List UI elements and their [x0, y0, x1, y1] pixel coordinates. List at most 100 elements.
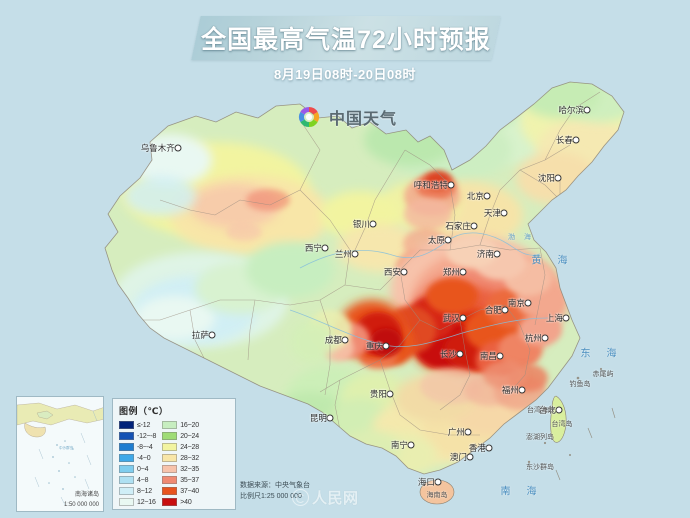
legend-row: 16~20 — [162, 420, 199, 430]
legend-swatch — [119, 487, 134, 495]
forecast-period-subtitle: 8月19日08时-20日08时 — [274, 67, 416, 82]
legend-title: 图例（℃） — [119, 406, 169, 416]
city-marker-dot — [562, 314, 570, 322]
city-marker-dot — [369, 220, 377, 228]
legend-label: 0~4 — [137, 465, 149, 473]
legend-row: 8~12 — [119, 486, 156, 496]
legend-row: -8~-4 — [119, 442, 156, 452]
legend-row: 20~24 — [162, 431, 199, 441]
city-marker-dot — [524, 299, 532, 307]
city-marker-dot — [541, 334, 549, 342]
legend-row: 32~35 — [162, 464, 199, 474]
city-marker-dot — [500, 209, 508, 217]
city-marker-dot — [518, 386, 526, 394]
city-marker-dot — [483, 192, 491, 200]
legend-swatch — [119, 498, 134, 506]
data-source-text: 数据来源：中央气象台 — [240, 482, 310, 489]
brand-logo: 中国天气 — [296, 104, 397, 130]
taiwan-island — [550, 395, 567, 443]
inset-map-title: 南海诸岛 — [74, 492, 99, 498]
legend-swatch — [119, 421, 134, 429]
legend-label: ≤-12 — [137, 421, 151, 429]
city-marker-dot — [470, 222, 478, 230]
legend-swatch — [162, 498, 178, 506]
legend-row: 12~16 — [119, 497, 156, 507]
legend-swatch — [119, 465, 134, 473]
legend-label: 16~20 — [180, 421, 199, 429]
brand-label: 中国天气 — [329, 111, 398, 128]
city-marker-dot — [447, 181, 455, 189]
city-marker-dot — [583, 106, 591, 114]
city-marker-dot — [554, 174, 562, 182]
legend-swatch — [162, 487, 178, 495]
legend-label: 24~28 — [180, 443, 199, 451]
legend-swatch — [162, 476, 178, 484]
inset-map-scale: 1:50 000 000 — [63, 502, 99, 508]
title-banner: 全国最高气温72小时预报 — [191, 16, 501, 60]
legend-row: -4~0 — [119, 453, 156, 463]
city-marker-dot — [464, 428, 472, 436]
city-marker-dot — [382, 342, 390, 350]
city-marker-dot — [434, 478, 442, 486]
city-marker-dot — [493, 250, 501, 258]
national-border — [104, 81, 625, 475]
legend-row: 0~4 — [119, 464, 156, 474]
legend-column-cold: ≤-12 -12~-8 -8~-4 -4~0 0~4 4~8 8~12 12~16 — [119, 420, 156, 507]
city-marker-dot — [459, 314, 467, 322]
city-marker-dot — [485, 444, 493, 452]
legend-label: 8~12 — [137, 487, 152, 495]
legend-swatch — [119, 432, 134, 440]
legend-label: 20~24 — [180, 432, 199, 440]
legend-row: 24~28 — [162, 442, 199, 452]
islets — [527, 367, 616, 481]
legend-swatch — [162, 465, 178, 473]
legend-column-warm: 16~20 20~24 24~28 28~32 32~35 35~37 37~40 >40 — [162, 420, 199, 507]
legend-label: 32~35 — [180, 465, 199, 473]
city-marker-dot — [174, 144, 182, 152]
legend-label: 28~32 — [180, 454, 199, 462]
map-metadata: 数据来源：中央气象台 比例尺1:25 000 000 — [240, 481, 310, 502]
legend-row: >40 — [162, 497, 199, 507]
south-china-sea-inset-map: 中沙群岛 南海诸岛 1:50 000 000 — [16, 396, 104, 512]
city-marker-dot — [386, 390, 394, 398]
legend-label: 35~37 — [180, 476, 199, 484]
city-marker-dot — [341, 336, 349, 344]
legend-row: 35~37 — [162, 475, 199, 485]
city-marker-dot — [407, 441, 415, 449]
city-marker-dot — [208, 331, 216, 339]
legend-swatch — [162, 432, 178, 440]
city-marker-dot — [326, 414, 334, 422]
legend-row: ≤-12 — [119, 420, 156, 430]
city-marker-dot — [444, 236, 452, 244]
city-marker-dot — [400, 268, 408, 276]
city-marker-dot — [572, 136, 580, 144]
city-marker-dot — [456, 350, 464, 358]
legend-label: >40 — [180, 498, 192, 506]
city-marker-dot — [466, 453, 474, 461]
legend-swatch — [119, 454, 134, 462]
legend-row: 37~40 — [162, 486, 199, 496]
city-marker-dot — [351, 250, 359, 258]
inset-map-svg: 中沙群岛 — [17, 397, 103, 511]
city-marker-dot — [501, 306, 509, 314]
legend-swatch — [162, 421, 178, 429]
legend-swatch — [162, 454, 178, 462]
city-marker-dot — [321, 244, 329, 252]
legend-row: 4~8 — [119, 475, 156, 485]
legend-label: 37~40 — [180, 487, 199, 495]
legend-label: 12~16 — [137, 498, 156, 506]
legend-swatch — [162, 443, 178, 451]
legend-label: -4~0 — [137, 454, 151, 462]
city-marker-dot — [555, 406, 563, 414]
legend-label: -8~-4 — [137, 443, 153, 451]
legend-label: 4~8 — [137, 476, 149, 484]
legend-row: -12~-8 — [119, 431, 156, 441]
temperature-legend: 图例（℃） ≤-12 -12~-8 -8~-4 -4~0 0~4 4~8 8~12 12~16… — [112, 398, 236, 510]
china-weather-spiral-icon — [296, 104, 322, 130]
legend-swatch — [119, 476, 134, 484]
legend-row: 28~32 — [162, 453, 199, 463]
